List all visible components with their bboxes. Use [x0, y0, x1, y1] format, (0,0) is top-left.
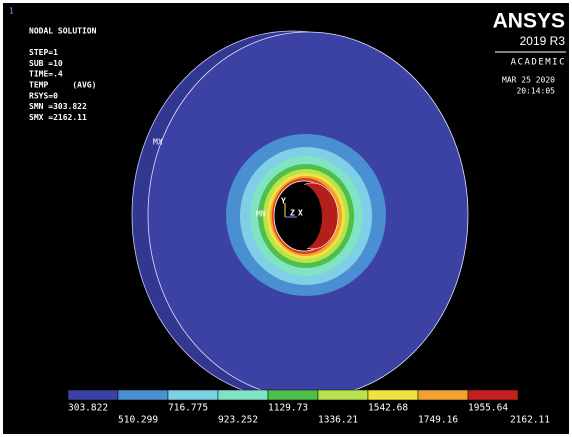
- info-line: STEP=1: [29, 48, 58, 57]
- ansys-viewport: Y Z X MX MN 1 ANSYS 2019 R3 ACADEMIC MAR…: [0, 0, 572, 437]
- legend-swatch: [168, 390, 218, 400]
- legend-swatch: [268, 390, 318, 400]
- logo-version: 2019 R3: [520, 34, 566, 48]
- legend-swatch: [468, 390, 518, 400]
- triad-label: Y: [281, 197, 286, 206]
- legend-swatch: [218, 390, 268, 400]
- info-line: SMN =303.822: [29, 102, 87, 111]
- legend-label: 2162.11: [510, 415, 550, 426]
- logo-brand: ANSYS: [493, 10, 565, 33]
- legend-label: 923.252: [218, 415, 258, 426]
- time: 20:14:05: [516, 87, 555, 96]
- legend-label: 1749.16: [418, 415, 458, 426]
- logo-edition: ACADEMIC: [511, 58, 566, 68]
- legend-swatch: [318, 390, 368, 400]
- date: MAR 25 2020: [502, 76, 555, 85]
- triad-label: Z: [290, 209, 295, 218]
- legend-swatch: [368, 390, 418, 400]
- legend-label: 1955.64: [468, 403, 508, 414]
- legend-label: 1336.21: [318, 415, 358, 426]
- min-marker: MN: [256, 210, 266, 219]
- max-marker: MX: [153, 138, 163, 147]
- legend-label: 1129.73: [268, 403, 308, 414]
- info-line: TEMP (AVG): [29, 81, 96, 90]
- legend-swatch: [418, 390, 468, 400]
- window-number: 1: [9, 7, 14, 16]
- info-line: TIME=.4: [29, 70, 63, 79]
- legend-label: 716.775: [168, 403, 208, 414]
- info-line: RSYS=0: [29, 91, 58, 100]
- legend-label: 1542.68: [368, 403, 408, 414]
- triad-label: X: [298, 209, 303, 218]
- legend-label: 303.822: [68, 403, 108, 414]
- info-line: SMX =2162.11: [29, 113, 87, 122]
- legend-swatch: [118, 390, 168, 400]
- info-line: NODAL SOLUTION: [29, 27, 97, 36]
- legend-label: 510.299: [118, 415, 158, 426]
- info-line: SUB =10: [29, 59, 63, 68]
- legend-swatch: [68, 390, 118, 400]
